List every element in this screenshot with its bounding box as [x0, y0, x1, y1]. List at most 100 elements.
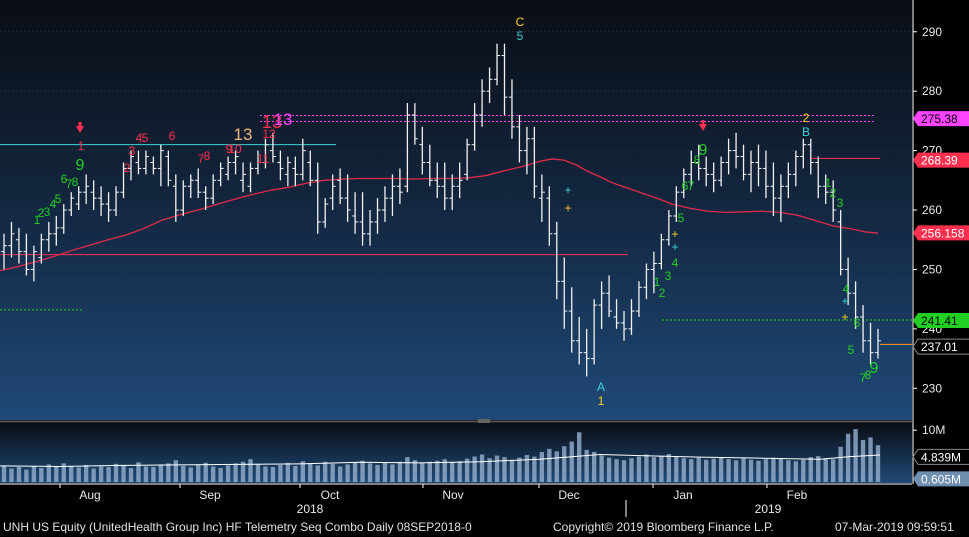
ohlc-bar: [643, 263, 650, 300]
ohlc-bar: [449, 174, 456, 211]
svg-text:275.38: 275.38: [921, 112, 958, 126]
month-label: Sep: [199, 488, 221, 502]
ohlc-bar: [740, 144, 747, 181]
ohlc-bar: [680, 168, 687, 199]
sequence-label: 5: [848, 343, 855, 357]
volume-bar: [233, 463, 238, 482]
sequence-label: 3: [665, 269, 672, 283]
sequence-label: C: [516, 15, 525, 29]
ohlc-bar: [292, 156, 299, 187]
volume-bar: [405, 457, 410, 482]
ohlc-bar: [748, 150, 755, 193]
y-tick-label: 250: [922, 262, 942, 276]
ohlc-bar: [337, 168, 344, 205]
sequence-label: 8: [694, 153, 701, 167]
volume-bar: [801, 459, 806, 482]
volume-bar: [375, 464, 380, 482]
ohlc-bar: [718, 156, 725, 187]
panel-resize-handle: [478, 419, 490, 423]
value-tag: 241.41: [913, 312, 969, 328]
sequence-label: 4: [50, 197, 57, 211]
ohlc-bar: [479, 79, 486, 127]
volume-bar: [629, 458, 634, 482]
volume-bar: [337, 466, 343, 482]
value-tag: 275.38: [913, 111, 969, 127]
volume-bar: [674, 456, 679, 482]
ohlc-bar: [404, 103, 411, 193]
volume-bar: [584, 449, 589, 482]
volume-bar: [278, 464, 283, 482]
ohlc-bar: [210, 174, 217, 205]
ohlc-bar: [777, 174, 784, 222]
ohlc-bar: [240, 162, 247, 193]
sequence-label: 7: [860, 371, 867, 385]
ohlc-bar: [127, 150, 134, 181]
sequence-label: 3: [44, 205, 51, 219]
sequence-label: 3: [129, 144, 136, 158]
year-label: 2019: [755, 502, 782, 516]
volume-bar: [106, 466, 111, 482]
volume-bar: [16, 466, 22, 482]
volume-bar: [203, 462, 208, 482]
volume-average-line: [0, 454, 881, 467]
axis-background: [912, 0, 969, 517]
ohlc-bar: [23, 233, 30, 276]
ohlc-bar: [284, 156, 291, 187]
volume-tick-label: 10M: [922, 423, 945, 437]
volume-bar: [31, 465, 37, 482]
volume-bar: [718, 457, 724, 482]
ohlc-bar: [486, 67, 493, 104]
ohlc-bar: [307, 150, 314, 187]
ohlc-bar: [516, 114, 523, 163]
volume-bar: [382, 462, 388, 482]
ohlc-bar: [90, 180, 97, 211]
volume-bar: [696, 457, 701, 482]
sequence-label: 9: [76, 157, 85, 174]
sequence-label: 1: [598, 394, 605, 408]
footer-copyright: Copyright© 2019 Bloomberg Finance L.P.: [553, 520, 774, 534]
sequence-label: 5: [142, 131, 149, 145]
ohlc-bar: [441, 162, 448, 211]
footer-bar: UNH US Equity (UnitedHealth Group Inc) H…: [0, 517, 969, 537]
down-arrow-icon: [699, 120, 707, 131]
volume-bar: [143, 466, 149, 482]
ohlc-bar: [8, 221, 15, 258]
volume-bar: [703, 459, 709, 482]
ohlc-bar: [650, 251, 657, 294]
ohlc-bar: [1, 233, 7, 270]
ohlc-bar: [456, 162, 463, 199]
ohlc-bar: [762, 150, 769, 199]
volume-bar: [606, 457, 612, 482]
ohlc-bar: [381, 186, 388, 222]
ohlc-bar: [508, 79, 515, 139]
volume-bar: [91, 468, 96, 482]
month-label: Aug: [79, 488, 100, 502]
month-label: Dec: [558, 488, 579, 502]
volume-bar: [218, 468, 223, 482]
footer-security-label: UNH US Equity (UnitedHealth Group Inc) H…: [3, 520, 472, 534]
sequence-label: +: [841, 310, 848, 324]
ohlc-bar: [299, 138, 306, 181]
ohlc-bar: [426, 144, 433, 187]
ohlc-bar: [665, 210, 672, 246]
volume-bar: [315, 465, 320, 482]
volume-bar: [188, 467, 193, 482]
svg-text:268.39: 268.39: [921, 154, 958, 168]
volume-bar: [345, 464, 350, 482]
volume-bar: [210, 466, 216, 482]
sequence-label: 4: [672, 256, 679, 270]
sequence-label: 6: [61, 172, 68, 186]
volume-bar: [644, 454, 649, 482]
volume-bar: [636, 456, 642, 482]
value-tag: 256.158: [913, 225, 969, 240]
value-tag: 0.605M: [913, 471, 969, 487]
ohlc-bar: [38, 233, 45, 264]
month-label: Nov: [442, 488, 463, 502]
volume-bar: [502, 457, 507, 482]
volume-bar: [225, 465, 231, 482]
ohlc-bar: [396, 168, 403, 205]
sequence-label: 2: [124, 161, 131, 175]
volume-bar: [121, 465, 126, 482]
sequence-label: 6: [854, 316, 861, 330]
